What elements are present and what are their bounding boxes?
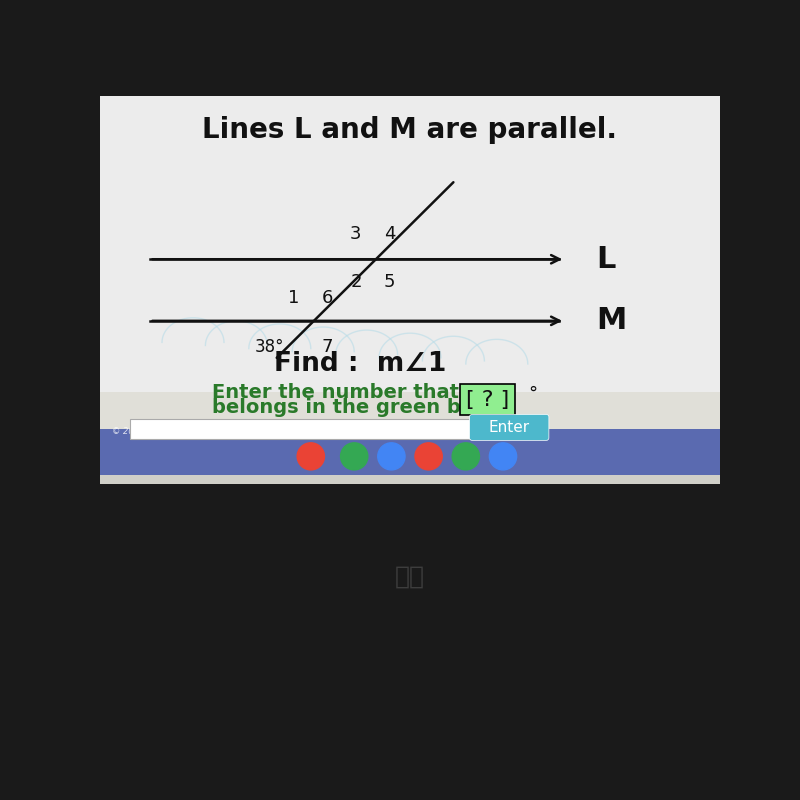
Text: ⓗⓟ: ⓗⓟ bbox=[395, 565, 425, 589]
Text: © 2020 Acellus Corporation.  All Rights Reserved.: © 2020 Acellus Corporation. All Rights R… bbox=[112, 427, 322, 436]
Text: Enter the number that: Enter the number that bbox=[211, 383, 458, 402]
Circle shape bbox=[452, 443, 479, 470]
Text: [ ? ]: [ ? ] bbox=[466, 390, 509, 410]
Circle shape bbox=[297, 443, 325, 470]
Text: L: L bbox=[596, 245, 615, 274]
Circle shape bbox=[490, 443, 517, 470]
FancyBboxPatch shape bbox=[100, 96, 720, 484]
FancyBboxPatch shape bbox=[130, 419, 474, 439]
FancyBboxPatch shape bbox=[100, 96, 720, 447]
Circle shape bbox=[415, 443, 442, 470]
Text: 2: 2 bbox=[350, 274, 362, 291]
Text: 5: 5 bbox=[384, 274, 395, 291]
Text: 1: 1 bbox=[288, 289, 300, 306]
Text: belongs in the green box.: belongs in the green box. bbox=[211, 398, 494, 417]
Text: 38°: 38° bbox=[254, 338, 284, 356]
Text: 4: 4 bbox=[384, 226, 395, 243]
Circle shape bbox=[341, 443, 368, 470]
Text: Lines L and M are parallel.: Lines L and M are parallel. bbox=[202, 116, 618, 144]
Text: 6: 6 bbox=[322, 289, 334, 306]
Text: 3: 3 bbox=[350, 226, 362, 243]
Text: 7: 7 bbox=[322, 338, 334, 356]
FancyBboxPatch shape bbox=[100, 96, 720, 392]
FancyBboxPatch shape bbox=[470, 414, 549, 440]
Text: Find :  m∠1: Find : m∠1 bbox=[274, 351, 446, 377]
Text: °: ° bbox=[528, 385, 537, 402]
Text: Enter: Enter bbox=[489, 420, 530, 435]
Circle shape bbox=[378, 443, 405, 470]
FancyBboxPatch shape bbox=[100, 429, 720, 475]
Text: M: M bbox=[596, 306, 626, 335]
